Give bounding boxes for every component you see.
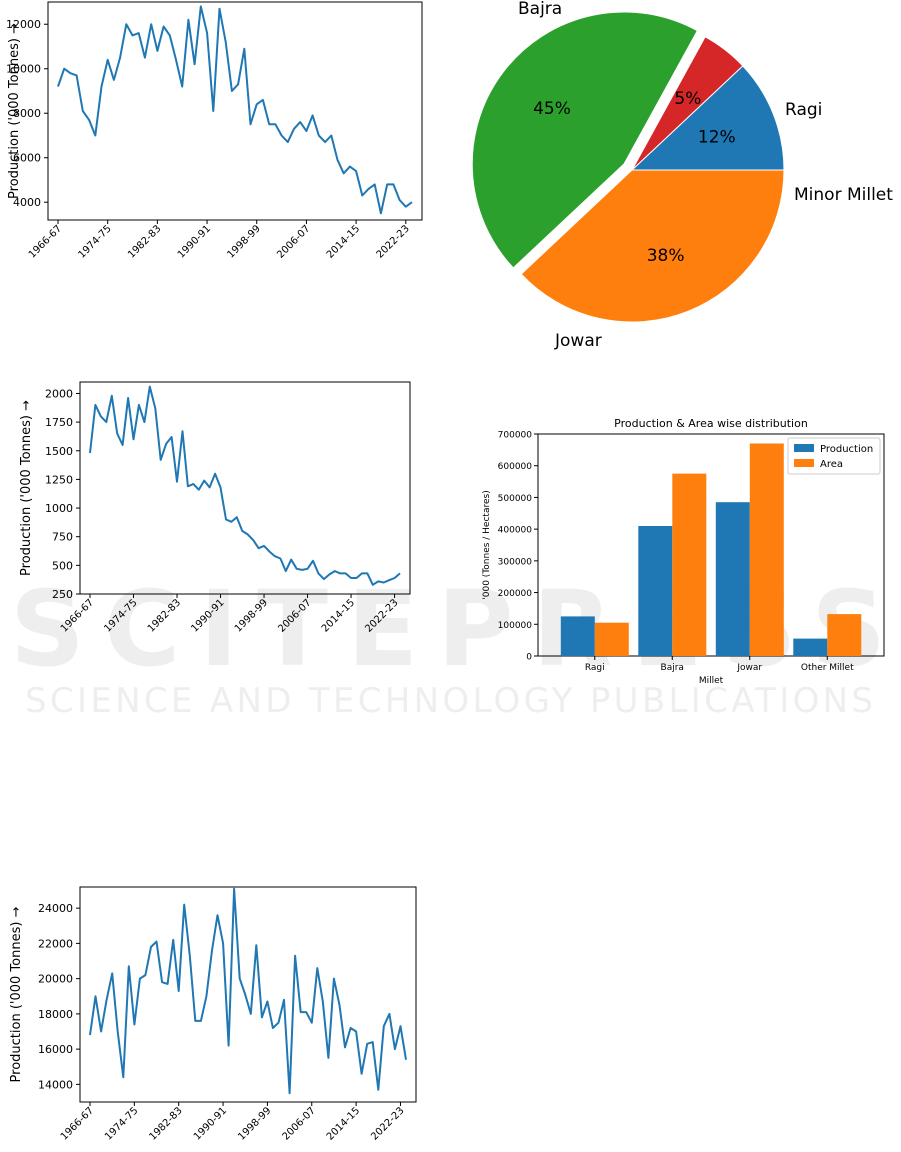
y-tick-label: 2000	[45, 387, 73, 400]
bar-production-bajra	[638, 526, 673, 656]
x-tick-label: 1990-91	[192, 1105, 229, 1142]
x-tick-label: 1982-83	[147, 1105, 184, 1142]
chart-pie: 12% Ragi 5% Minor Millet 45% Jowar 38% Bajra	[471, 0, 893, 351]
y-tick-label: 1500	[45, 445, 73, 458]
chart-line-1: 4000 6000 8000 10000 12000 1966-67 1974-75 1982…	[6, 1, 423, 261]
legend-swatch	[794, 459, 814, 467]
chart-title: Production & Area wise distribution	[614, 417, 808, 430]
x-tick-label: 1998-99	[226, 223, 263, 260]
y-tick-label: 300000	[498, 557, 533, 567]
bar-production-ragi	[560, 616, 595, 656]
y-axis-label: Production ('000 Tonnes) →	[9, 906, 24, 1082]
x-axis-label: Millet	[699, 676, 724, 686]
x-tick-label: Jowar	[736, 663, 762, 673]
plot-frame	[79, 886, 417, 1103]
y-tick-label: 16000	[38, 1043, 73, 1056]
y-tick-label: 4000	[13, 196, 41, 209]
x-tick-label: Bajra	[661, 663, 684, 673]
x-tick-label: Other Millet	[801, 663, 854, 673]
y-tick-label: 500	[52, 559, 73, 572]
y-tick-label: 8000	[13, 107, 41, 120]
y-tick-label: 12000	[6, 18, 41, 31]
x-tick-label: 1990-91	[176, 223, 213, 260]
plot-frame	[537, 433, 885, 657]
bar-area-other-millet	[827, 614, 862, 656]
x-tick-label: 2022-23	[375, 223, 412, 260]
x-tick-label: 1966-67	[27, 223, 64, 260]
pie-slice-bajra	[520, 169, 785, 323]
watermark-tagline: SCIENCE AND TECHNOLOGY PUBLICATIONS	[25, 681, 875, 721]
y-tick-label: 24000	[38, 902, 73, 915]
pie-pct-label: 5%	[674, 89, 701, 109]
y-tick-label: 500000	[498, 494, 533, 504]
x-tick-label: 2014-15	[325, 223, 362, 260]
y-tick-label: 400000	[498, 526, 533, 536]
bar-production-jowar	[715, 502, 750, 656]
series-line	[89, 887, 407, 1095]
series-line	[57, 5, 413, 215]
pie-slice-label: Minor Millet	[794, 185, 893, 205]
y-tick-label: 200000	[498, 589, 533, 599]
chart-bar: Production & Area wise distribution 0 1000…	[482, 417, 885, 686]
legend-label: Area	[820, 459, 843, 470]
bar-area-jowar	[749, 443, 784, 656]
bar-area-ragi	[594, 622, 629, 656]
legend-swatch	[794, 444, 814, 452]
y-tick-label: 10000	[6, 63, 41, 76]
pie-pct-label: 38%	[647, 246, 685, 266]
pie-slice-label: Bajra	[518, 0, 562, 19]
pie-pct-label: 12%	[698, 127, 736, 147]
x-tick-label: 2014-15	[325, 1105, 362, 1142]
pie-slice-jowar	[471, 11, 698, 269]
x-tick-label: Ragi	[585, 663, 605, 673]
series-line	[89, 385, 401, 586]
y-tick-label: 100000	[498, 621, 533, 631]
x-tick-label: 2006-07	[281, 1105, 318, 1142]
y-tick-label: 750	[52, 531, 73, 544]
plot-frame	[47, 1, 423, 221]
plot-frame	[79, 381, 411, 595]
x-tick-label: 2022-23	[369, 1105, 406, 1142]
y-axis-label: Production ('000 Tonnes) →	[7, 23, 22, 199]
pie-slice-ragi	[630, 65, 785, 171]
x-tick-label: 1998-99	[236, 1105, 273, 1142]
pie-slice-minor-millet	[631, 36, 744, 171]
y-tick-label: 14000	[38, 1078, 73, 1091]
y-tick-label: 18000	[38, 1008, 73, 1021]
x-tick-label: 1974-75	[103, 1105, 140, 1142]
y-axis-label: Production ('000 Tonnes) →	[19, 400, 34, 576]
pie-slice-label: Ragi	[785, 100, 822, 120]
bar-production-other-millet	[793, 638, 828, 656]
y-tick-label: 250	[52, 588, 73, 601]
pie-pct-label: 45%	[533, 99, 571, 119]
legend-label: Production	[820, 444, 873, 455]
x-tick-label: 2006-07	[275, 223, 312, 260]
pie-slice-label: Jowar	[554, 331, 602, 351]
y-tick-label: 22000	[38, 937, 73, 950]
x-tick-label: 1982-83	[126, 223, 163, 260]
y-tick-label: 0	[526, 653, 532, 663]
y-tick-label: 1750	[45, 416, 73, 429]
chart-line-3: 14000 16000 18000 20000 22000 24000 1966-67 197…	[9, 886, 417, 1143]
x-tick-label: 1974-75	[76, 223, 113, 260]
y-tick-label: 1250	[45, 473, 73, 486]
y-tick-label: 700000	[498, 431, 533, 441]
x-tick-label: 1966-67	[59, 1105, 96, 1142]
y-tick-label: 20000	[38, 973, 73, 986]
y-axis-label: '000 (Tonnes / Hectares)	[482, 490, 492, 599]
bar-area-bajra	[672, 473, 707, 656]
y-tick-label: 1000	[45, 502, 73, 515]
y-tick-label: 6000	[13, 152, 41, 165]
y-tick-label: 600000	[498, 462, 533, 472]
